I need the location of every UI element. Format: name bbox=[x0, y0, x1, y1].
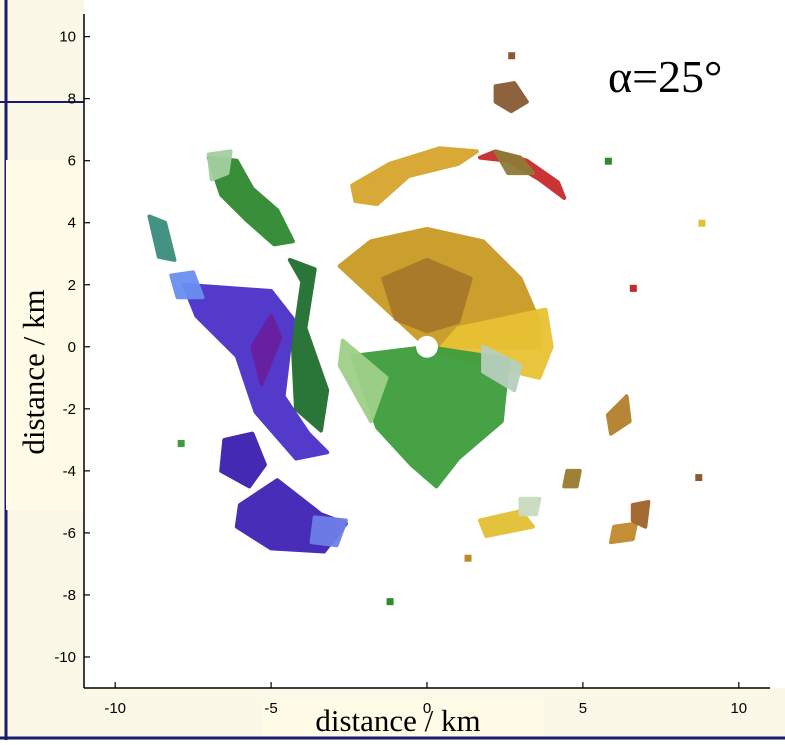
fleck-green-west bbox=[177, 439, 185, 447]
y-tick-label: -10 bbox=[54, 649, 76, 666]
y-tick-label: -4 bbox=[63, 463, 76, 480]
region-dark-green-ridge bbox=[287, 257, 330, 433]
y-tick-label: 4 bbox=[68, 215, 76, 232]
x-tick-label: 0 bbox=[423, 700, 431, 717]
elevation-annotation: α=25° bbox=[608, 51, 722, 102]
y-tick-label: -6 bbox=[63, 525, 76, 542]
y-axis-title: distance / km bbox=[16, 289, 51, 454]
region-brown-east-3 bbox=[630, 499, 651, 529]
region-olive-small-east bbox=[562, 468, 582, 489]
region-center-green-south bbox=[350, 344, 511, 489]
fleck-red-east bbox=[629, 284, 637, 292]
region-dark-blue-south-1 bbox=[219, 431, 267, 489]
ylabel-highlight bbox=[6, 160, 84, 510]
x-tick-label: -5 bbox=[264, 700, 277, 717]
region-purple-core bbox=[250, 313, 283, 386]
axes-group: 10 8 6 4 2 0 -2 -4 -6 -8 -10 -10 -5 0 5 10 bbox=[54, 14, 770, 717]
x-axis-title: distance / km bbox=[315, 703, 480, 738]
region-pale-blob-south bbox=[518, 496, 542, 517]
y-tick-label: 2 bbox=[68, 277, 76, 294]
x-tick-label: 10 bbox=[730, 700, 747, 717]
y-tick-label: -8 bbox=[63, 587, 76, 604]
y-tick-label: 6 bbox=[68, 153, 76, 170]
x-tick-label: 5 bbox=[579, 700, 587, 717]
fleck-green-northeast bbox=[604, 157, 612, 165]
fleck-gold-east-north bbox=[698, 219, 706, 227]
fleck-ochre-south bbox=[464, 554, 472, 562]
region-center-pale-grey bbox=[481, 344, 523, 393]
region-yellow-south-east bbox=[478, 509, 535, 538]
region-teal-strip-west bbox=[147, 214, 177, 262]
region-center-brown-core bbox=[381, 257, 473, 334]
region-ochre-east-1 bbox=[605, 394, 632, 436]
fleck-green-south bbox=[386, 598, 394, 606]
region-arc-gold-north bbox=[350, 146, 479, 207]
region-center-lightgreen-edge bbox=[337, 338, 389, 424]
data-regions bbox=[147, 52, 706, 606]
region-pale-green-nw-tip bbox=[206, 149, 233, 182]
region-green-plume-nw bbox=[206, 155, 295, 247]
region-arc-olive-north bbox=[493, 149, 535, 176]
fleck-brown-top bbox=[508, 52, 516, 60]
y-tick-label: 8 bbox=[68, 91, 76, 108]
y-tick-label: 10 bbox=[59, 29, 76, 46]
region-blue-west-mass bbox=[181, 282, 330, 461]
region-light-blue-fringe bbox=[169, 270, 205, 300]
y-tick-label: -2 bbox=[63, 401, 76, 418]
center-hole bbox=[416, 335, 438, 358]
fleck-brown-east bbox=[695, 474, 703, 482]
region-periwinkle-south-edge bbox=[309, 515, 348, 548]
xlabel-highlight bbox=[262, 700, 544, 736]
y-tick-label: 0 bbox=[68, 339, 76, 356]
x-tick-label: -10 bbox=[104, 700, 126, 717]
region-ochre-east-2 bbox=[609, 521, 638, 545]
region-brown-fleck-ne bbox=[493, 81, 529, 114]
